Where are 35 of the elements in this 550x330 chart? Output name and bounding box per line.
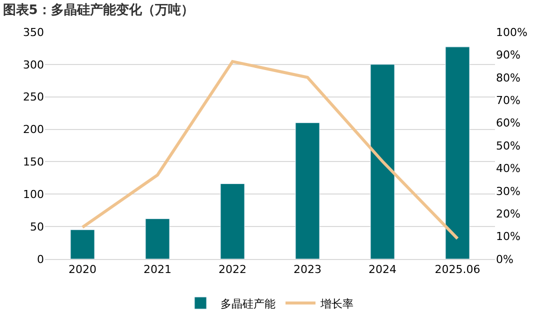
x-tick-label: 2022: [218, 263, 246, 276]
bar: [370, 64, 395, 259]
y2-tick-label: 20%: [496, 207, 520, 220]
y2-tick-label: 70%: [496, 94, 520, 107]
y-tick-label: 150: [23, 156, 44, 169]
x-tick-label: 2023: [294, 263, 322, 276]
legend-label: 多晶硅产能: [220, 297, 276, 310]
bar: [220, 184, 245, 259]
y2-tick-label: 40%: [496, 162, 520, 176]
y-tick-label: 50: [30, 220, 44, 234]
y-tick-label: 350: [23, 26, 44, 39]
chart-title: 图表5：多晶硅产能变化（万吨）: [2, 2, 194, 18]
y-tick-label: 250: [23, 90, 44, 104]
y2-tick-label: 50%: [496, 139, 520, 152]
y2-tick-label: 100%: [496, 26, 528, 39]
y-tick-label: 200: [23, 123, 44, 136]
y2-tick-label: 0%: [496, 252, 514, 266]
x-tick-label: 2020: [68, 263, 96, 276]
y2-tick-label: 60%: [496, 116, 520, 130]
x-tick-label: 2024: [368, 263, 396, 276]
y2-tick-label: 10%: [496, 230, 520, 244]
x-tick-label: 2021: [144, 263, 172, 276]
y2-tick-label: 80%: [496, 71, 520, 84]
legend-label: 增长率: [320, 297, 354, 310]
bar: [295, 122, 320, 259]
bar: [145, 218, 170, 259]
y2-tick-label: 90%: [496, 48, 520, 62]
line-series: [81, 60, 459, 240]
bar: [70, 230, 95, 259]
y-tick-label: 300: [23, 58, 44, 72]
x-tick-label: 2025.06: [434, 263, 480, 276]
y2-tick-label: 30%: [496, 184, 520, 198]
y-tick-label: 100: [23, 188, 44, 201]
y-tick-label: 0: [37, 252, 44, 266]
bar: [445, 46, 470, 259]
